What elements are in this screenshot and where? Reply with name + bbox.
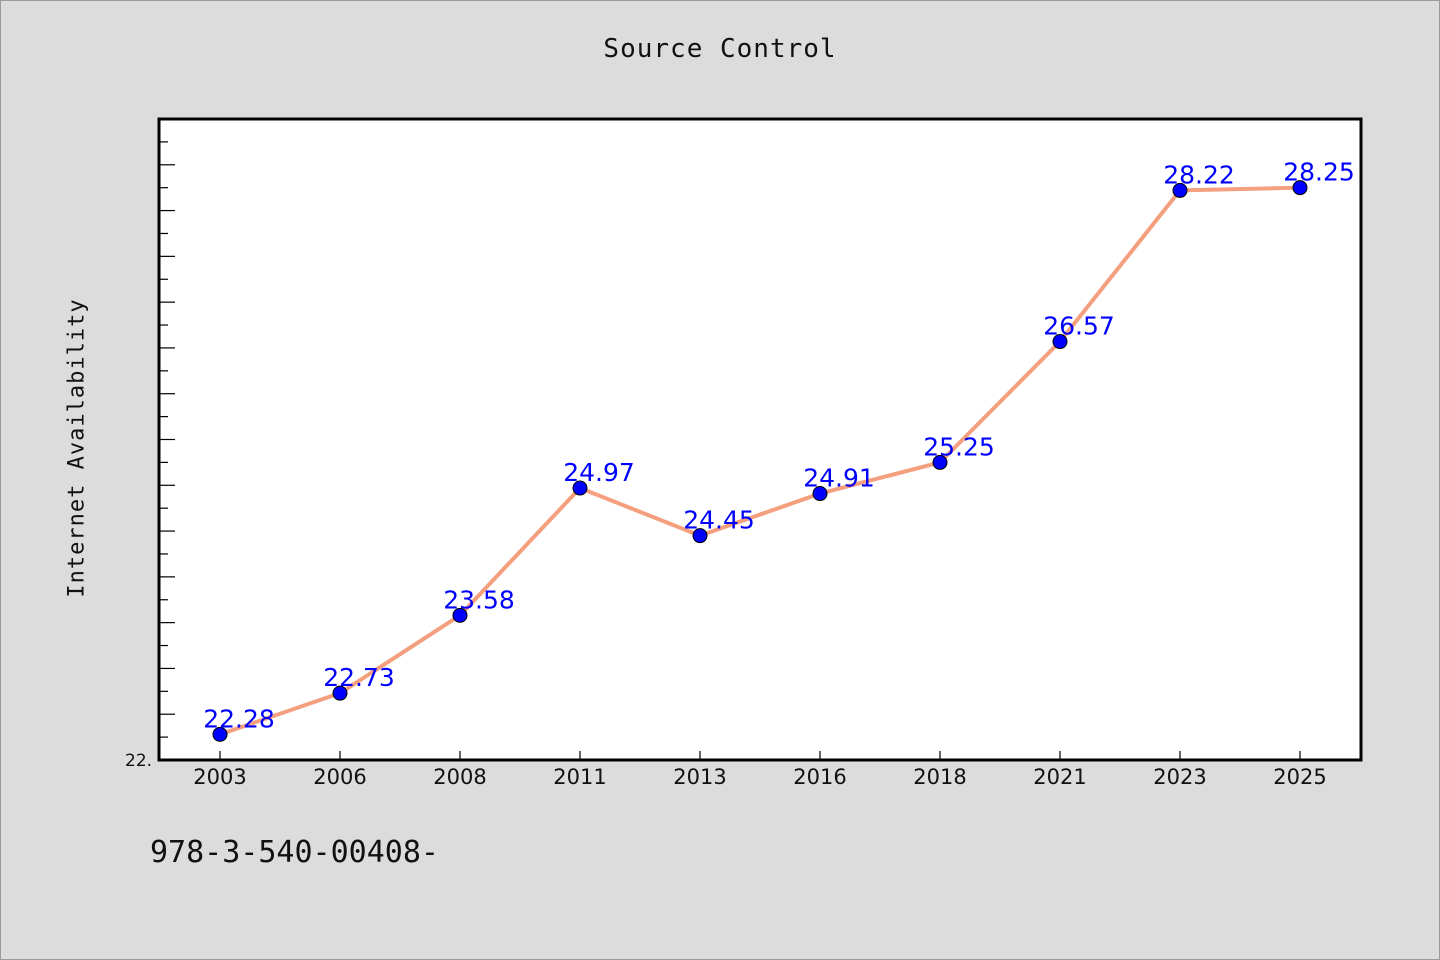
data-point xyxy=(572,480,588,496)
x-tick-label: 2018 xyxy=(913,765,966,789)
x-tick-label: 2006 xyxy=(313,765,366,789)
data-label: 24.45 xyxy=(683,506,755,535)
data-label: 25.25 xyxy=(923,432,995,461)
x-axis: 2003 2006 2008 2011 2013 2016 2018 2021 2023 2025 xyxy=(193,751,1327,789)
data-point xyxy=(812,486,828,502)
footnote-text: 978-3-540-00408- xyxy=(150,835,439,870)
data-point xyxy=(1172,182,1188,198)
data-point xyxy=(332,685,348,701)
x-tick-label: 2011 xyxy=(553,765,606,789)
data-label: 22.73 xyxy=(323,663,395,692)
chart-title: Source Control xyxy=(603,34,837,64)
x-tick-label: 2016 xyxy=(793,765,846,789)
x-tick-label: 2021 xyxy=(1033,765,1086,789)
data-label: 23.58 xyxy=(443,585,515,614)
x-tick-label: 2008 xyxy=(433,765,486,789)
series-line xyxy=(219,185,1301,737)
data-label: 24.97 xyxy=(563,458,635,487)
y-tick-label: 22. xyxy=(125,751,152,771)
data-point xyxy=(1292,180,1308,196)
data-point xyxy=(932,454,948,470)
x-tick-label: 2013 xyxy=(673,765,726,789)
x-tick-label: 2023 xyxy=(1153,765,1206,789)
data-point xyxy=(452,607,468,623)
x-tick-label: 2025 xyxy=(1273,765,1326,789)
data-labels: 22.28 22.73 23.58 24.97 24.45 24.91 25.25 26.57… xyxy=(203,158,1355,734)
y-ticks xyxy=(159,118,175,761)
data-label: 24.91 xyxy=(803,464,875,493)
data-points xyxy=(212,180,1308,742)
data-label: 28.22 xyxy=(1163,160,1235,189)
data-point xyxy=(1052,334,1068,350)
data-point xyxy=(212,726,228,742)
data-label: 28.25 xyxy=(1283,158,1355,187)
x-tick-label: 2003 xyxy=(193,765,246,789)
data-label: 26.57 xyxy=(1043,312,1115,341)
plot-area xyxy=(157,117,1363,762)
data-point xyxy=(692,528,708,544)
data-label: 22.28 xyxy=(203,704,275,733)
